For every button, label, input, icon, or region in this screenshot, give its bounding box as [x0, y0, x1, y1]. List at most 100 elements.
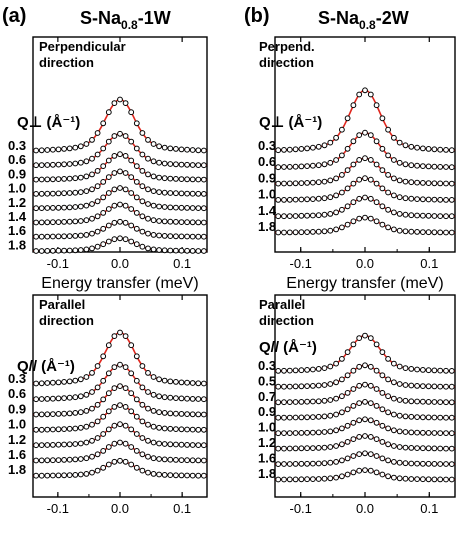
- data-point: [356, 382, 363, 389]
- data-point: [448, 368, 455, 374]
- series-0.9: 0.9: [8, 383, 207, 418]
- data-point: [139, 183, 146, 190]
- data-point: [281, 180, 287, 187]
- data-point: [420, 180, 426, 186]
- data-point: [408, 429, 415, 436]
- data-point: [443, 476, 449, 483]
- data-point: [292, 430, 299, 436]
- data-point: [50, 176, 56, 183]
- data-point: [298, 476, 305, 483]
- data-point: [122, 100, 129, 106]
- data-point: [339, 473, 345, 480]
- data-point: [321, 382, 328, 388]
- data-point: [66, 456, 73, 463]
- data-point: [304, 460, 311, 467]
- data-point: [61, 161, 67, 168]
- data-point: [420, 429, 426, 436]
- data-point: [414, 414, 421, 421]
- data-point: [195, 205, 202, 212]
- x-tick-label: 0.1: [420, 501, 438, 516]
- data-point: [55, 441, 62, 448]
- data-point: [367, 467, 374, 474]
- data-point: [356, 451, 363, 458]
- data-point: [327, 194, 334, 201]
- series-0.3: 0.3: [258, 87, 456, 154]
- data-point: [437, 399, 444, 406]
- data-point: [150, 471, 157, 477]
- data-point: [72, 160, 79, 167]
- data-point: [156, 189, 163, 196]
- data-point: [333, 379, 340, 386]
- data-point: [448, 164, 455, 171]
- data-point: [133, 431, 140, 437]
- data-point: [77, 218, 84, 224]
- data-point: [117, 96, 123, 103]
- data-point: [367, 176, 374, 183]
- data-point: [321, 460, 328, 467]
- data-point: [139, 467, 146, 474]
- data-point: [33, 205, 39, 212]
- data-point: [339, 393, 345, 400]
- data-point: [448, 213, 455, 220]
- data-point: [111, 385, 118, 392]
- data-point: [189, 190, 196, 197]
- data-point: [275, 197, 282, 203]
- data-point: [72, 204, 79, 210]
- data-point: [83, 141, 90, 147]
- data-point: [33, 442, 39, 449]
- data-point: [122, 170, 129, 176]
- data-point: [133, 448, 140, 454]
- data-point: [111, 440, 118, 447]
- q-label: Q// (Å⁻¹): [259, 339, 317, 356]
- data-point: [414, 445, 421, 452]
- data-point: [350, 403, 357, 409]
- data-point: [286, 445, 293, 452]
- data-point: [33, 176, 39, 183]
- data-point: [356, 195, 363, 202]
- data-point: [128, 370, 135, 377]
- data-point: [105, 138, 112, 145]
- data-point: [50, 379, 56, 386]
- data-point: [161, 175, 168, 182]
- data-point: [156, 456, 163, 462]
- direction-label: Perpend.: [259, 39, 315, 54]
- data-point: [33, 411, 39, 418]
- data-point: [420, 145, 426, 152]
- data-point: [128, 444, 135, 450]
- data-point: [321, 211, 328, 218]
- data-point: [55, 457, 62, 464]
- data-point: [161, 377, 168, 384]
- data-point: [414, 460, 421, 467]
- data-point: [448, 180, 455, 187]
- data-point: [156, 232, 163, 239]
- data-point: [333, 474, 340, 481]
- data-point: [94, 183, 101, 190]
- data-point: [100, 241, 107, 248]
- data-point: [55, 233, 62, 240]
- data-point: [367, 400, 374, 407]
- data-point: [201, 380, 207, 387]
- data-point: [414, 196, 421, 203]
- data-point: [408, 143, 415, 150]
- series-1.8: 1.8: [258, 214, 455, 236]
- data-point: [184, 442, 191, 448]
- data-point: [310, 383, 316, 389]
- data-point: [367, 363, 374, 370]
- data-point: [66, 233, 73, 240]
- data-point: [367, 157, 374, 163]
- data-point: [362, 214, 368, 221]
- data-point: [189, 176, 196, 183]
- data-point: [167, 175, 174, 182]
- series-label: 0.9: [8, 166, 26, 181]
- data-point: [33, 191, 39, 197]
- data-point: [327, 412, 334, 419]
- data-point: [83, 455, 90, 462]
- data-point: [414, 383, 421, 389]
- data-point: [396, 428, 403, 435]
- data-point: [402, 397, 409, 404]
- data-point: [50, 457, 56, 464]
- data-point: [66, 472, 73, 479]
- data-point: [89, 215, 95, 222]
- data-point: [367, 451, 374, 458]
